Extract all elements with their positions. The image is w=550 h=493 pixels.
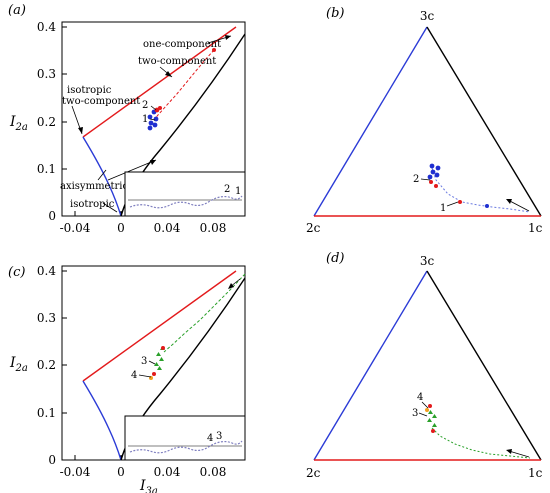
- panel-c: (c) 0 0.1 0.2 0.3 0.4 -0.04 0 0.04 0.08 …: [8, 264, 246, 493]
- a-inset: [124, 171, 246, 217]
- d-triangle-left-edge: [313, 270, 428, 461]
- panel-a-xticks: -0.04 0 0.04 0.08: [60, 211, 227, 235]
- a-axisymmetric-left: [82, 136, 122, 217]
- c-inset: [124, 415, 246, 461]
- a-point: [147, 114, 153, 120]
- c-axisymmetric-left: [82, 380, 122, 461]
- a-ann-isotropic: isotropic: [70, 199, 115, 210]
- a-xtick-3: 0.08: [200, 221, 227, 235]
- panel-b-label: (b): [326, 6, 344, 21]
- b-point-label-2: 2: [413, 174, 419, 185]
- a-xtick-1: 0: [117, 221, 125, 235]
- panel-a-yticks: 0 0.1 0.2 0.3 0.4: [37, 20, 67, 223]
- c-ytick-3: 0.3: [37, 311, 56, 325]
- a-ann-isotropic-two-component-1: isotropic: [67, 85, 112, 96]
- a-ytick-4: 0.4: [37, 20, 56, 34]
- c-trajectory-cluster: [149, 346, 165, 380]
- d-trajectory-cluster: [425, 404, 437, 433]
- a-ann-one-component: one-component: [143, 39, 221, 50]
- a-trajectory-cluster: [147, 48, 216, 131]
- b-vertex-2c: 2c: [306, 221, 321, 235]
- a-two-component-line: [82, 26, 237, 138]
- a-ann-two-component: two-component: [138, 56, 216, 67]
- panel-d-label: (d): [326, 251, 344, 266]
- a-point: [153, 116, 159, 122]
- d-vertex-2c: 2c: [306, 466, 321, 480]
- d-trajectory-dashed: [431, 427, 531, 459]
- a-inset-label-1: 1: [235, 186, 241, 197]
- b-point-label-1: 1: [440, 203, 446, 214]
- a-ylabel: I2a: [9, 114, 28, 133]
- a-ytick-0: 0: [48, 209, 56, 223]
- c-inset-label-4: 4: [207, 433, 213, 444]
- a-point-red: [212, 48, 216, 52]
- c-ytick-4: 0.4: [37, 264, 56, 278]
- c-trajectory-dashed: [163, 273, 246, 353]
- panel-d: (d) 3c 2c 1c 4 3: [306, 251, 543, 480]
- c-inset-curve: [129, 440, 243, 454]
- c-ytick-0: 0: [48, 453, 56, 467]
- a-point: [152, 122, 158, 128]
- panel-c-xticks: -0.04 0 0.04 0.08: [60, 455, 227, 479]
- a-point-label-2: 2: [142, 100, 148, 111]
- a-inset-label-2: 2: [224, 184, 230, 195]
- a-ann-axisymmetric: axisymmetric: [60, 181, 128, 192]
- c-xtick-2: 0.04: [154, 465, 181, 479]
- a-point: [147, 125, 153, 131]
- a-point: [148, 120, 154, 126]
- panel-b: (b) 3c 2c 1c 2 1: [306, 6, 543, 235]
- a-ytick-2: 0.2: [37, 115, 56, 129]
- c-ylabel: I2a: [9, 355, 28, 374]
- c-xlabel: I3a: [139, 478, 158, 493]
- b-triangle-left-edge: [313, 26, 428, 217]
- b-vertex-1c: 1c: [528, 221, 543, 235]
- c-two-component-line: [82, 270, 237, 382]
- c-xtick-3: 0.08: [200, 465, 227, 479]
- a-xtick-2: 0.04: [154, 221, 181, 235]
- d-triangle-right-edge: [426, 270, 542, 461]
- c-xtick-0: -0.04: [60, 465, 91, 479]
- a-ann-isotropic-two-component-2: two-component: [62, 96, 140, 107]
- a-ytick-3: 0.3: [37, 67, 56, 81]
- a-trajectory-dashed: [153, 49, 215, 121]
- d-point-label-4: 4: [417, 392, 423, 403]
- a-inset-curve: [129, 195, 243, 209]
- c-point-label-4: 4: [131, 370, 137, 381]
- c-ytick-2: 0.2: [37, 358, 56, 372]
- c-xtick-1: 0: [117, 465, 125, 479]
- panel-a-label: (a): [8, 3, 26, 18]
- a-ytick-1: 0.1: [37, 162, 56, 176]
- panel-c-yticks: 0 0.1 0.2 0.3 0.4: [37, 264, 67, 467]
- a-point-label-1: 1: [142, 114, 148, 125]
- a-point-red: [158, 106, 162, 110]
- d-vertex-1c: 1c: [528, 466, 543, 480]
- panel-a: (a) 0 0.1 0.2 0.3 0.4 -0.04 0 0.04 0.08 …: [8, 3, 246, 235]
- panel-c-label: (c): [8, 265, 25, 280]
- b-triangle-right-edge: [426, 26, 542, 217]
- c-inset-label-3: 3: [216, 431, 222, 442]
- b-vertex-3c: 3c: [420, 9, 435, 23]
- b-trajectory-cluster: [427, 163, 441, 188]
- d-point-label-3: 3: [412, 408, 418, 419]
- d-vertex-3c: 3c: [420, 254, 435, 268]
- c-point-label-3: 3: [141, 356, 147, 367]
- b-trajectory-dashed: [431, 167, 531, 213]
- a-xtick-0: -0.04: [60, 221, 91, 235]
- c-ytick-1: 0.1: [37, 406, 56, 420]
